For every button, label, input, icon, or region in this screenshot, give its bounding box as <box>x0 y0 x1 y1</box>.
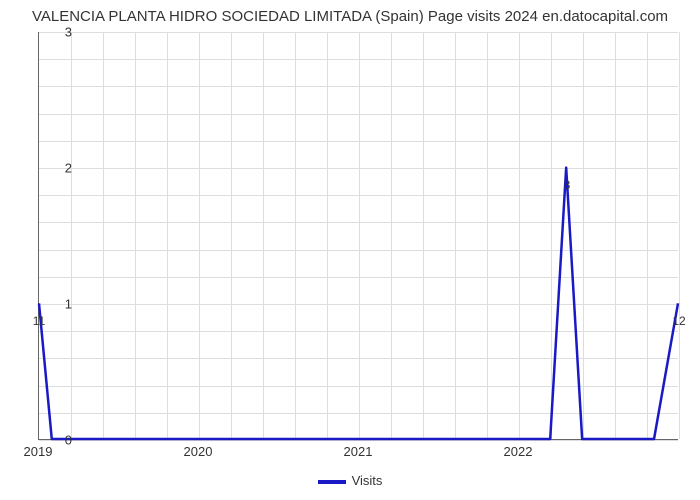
chart-title: VALENCIA PLANTA HIDRO SOCIEDAD LIMITADA … <box>10 8 690 25</box>
legend-label: Visits <box>352 473 383 488</box>
visits-chart: VALENCIA PLANTA HIDRO SOCIEDAD LIMITADA … <box>10 8 690 488</box>
x-tick-label: 2019 <box>24 444 53 459</box>
data-point-label: 12 <box>672 314 685 328</box>
data-point-label: 3 <box>564 178 571 192</box>
x-tick-label: 2020 <box>184 444 213 459</box>
x-tick-label: 2022 <box>504 444 533 459</box>
y-tick-label: 3 <box>50 25 72 40</box>
legend: Visits <box>10 473 690 488</box>
line-series <box>39 32 678 439</box>
legend-swatch <box>318 480 346 484</box>
y-tick-label: 0 <box>50 433 72 448</box>
y-tick-label: 1 <box>50 297 72 312</box>
y-tick-label: 2 <box>50 161 72 176</box>
x-tick-label: 2021 <box>344 444 373 459</box>
data-point-label: 11 <box>33 314 45 328</box>
plot-area: 11312 <box>38 32 678 440</box>
